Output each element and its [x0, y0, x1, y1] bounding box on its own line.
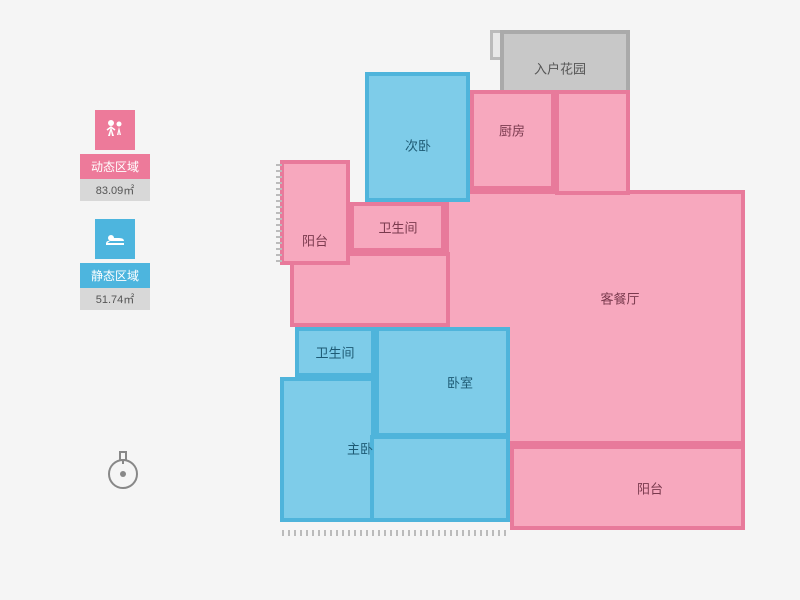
compass-icon [105, 450, 141, 486]
room-living-upper [555, 90, 630, 195]
balcony-rail [282, 530, 507, 536]
legend-dynamic-value: 83.09㎡ [80, 179, 150, 201]
room-bathroom-1 [350, 202, 445, 252]
room-bathroom-2 [295, 327, 375, 377]
legend-static-value: 51.74㎡ [80, 288, 150, 310]
floorplan: 入户花园厨房次卧卫生间阳台客餐厅卫生间卧室主卧阳台 [260, 30, 750, 570]
legend-static: 静态区域 51.74㎡ [80, 219, 150, 310]
legend-static-title: 静态区域 [80, 263, 150, 288]
legend-dynamic-title: 动态区域 [80, 154, 150, 179]
legend-panel: 动态区域 83.09㎡ 静态区域 51.74㎡ [80, 110, 150, 328]
room-balcony-left [280, 160, 350, 265]
room-master-ext [370, 435, 510, 522]
room-master-bedroom [280, 377, 375, 522]
room-second-bedroom [365, 72, 470, 202]
room-balcony-bottom [510, 445, 745, 530]
legend-dynamic: 动态区域 83.09㎡ [80, 110, 150, 201]
sleep-icon [95, 219, 135, 259]
people-icon [95, 110, 135, 150]
balcony-rail-left [276, 162, 282, 262]
room-kitchen [470, 90, 555, 190]
room-bedroom [375, 327, 510, 437]
